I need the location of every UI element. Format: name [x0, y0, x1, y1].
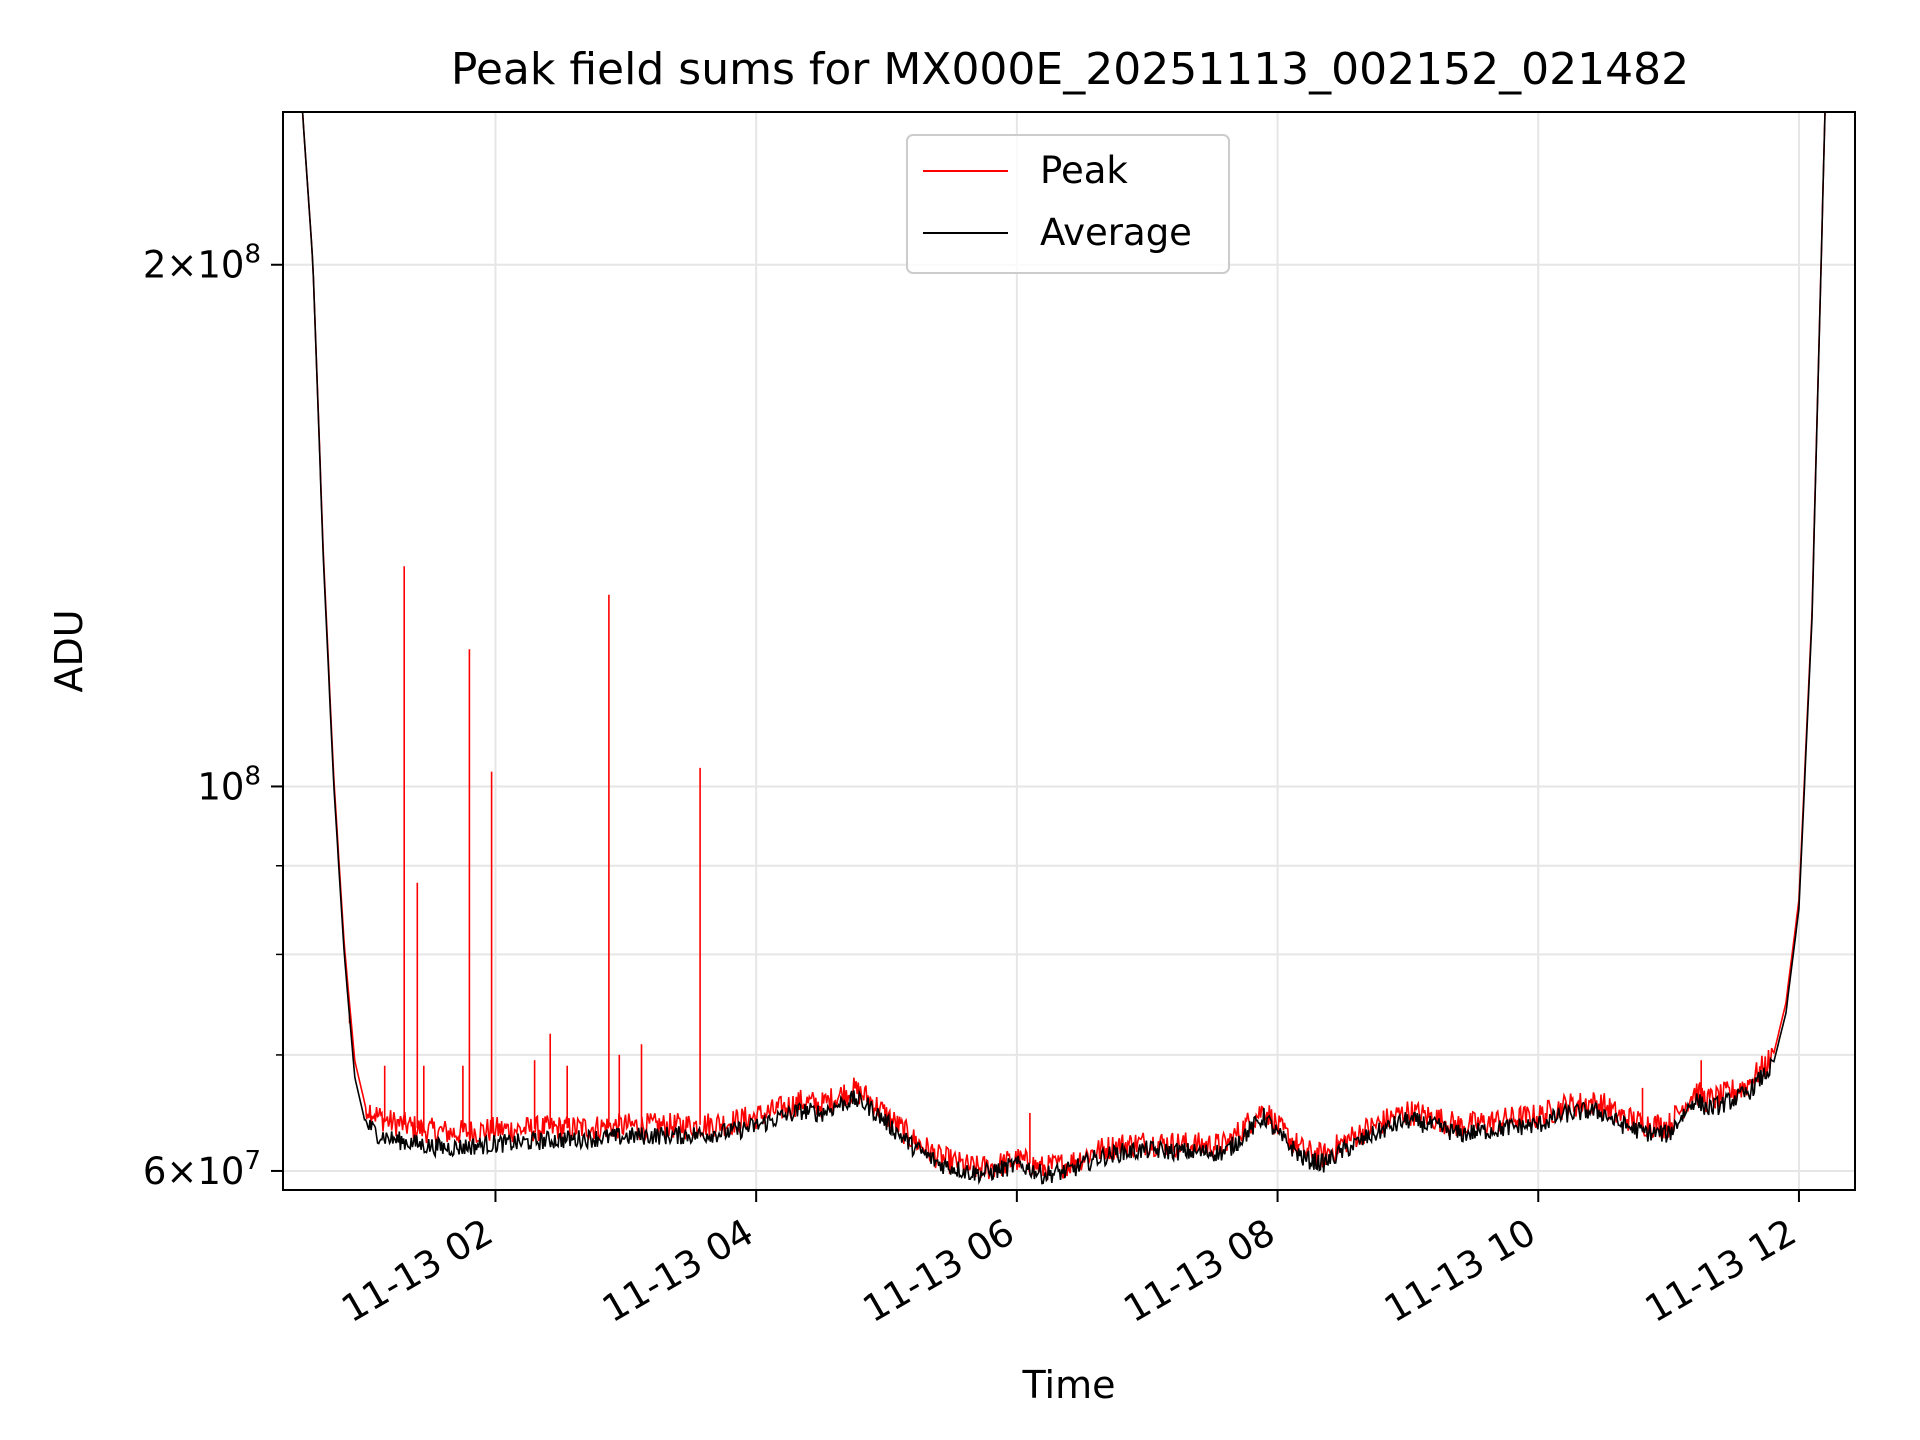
series-line-peak — [301, 112, 1826, 1181]
legend-box — [906, 134, 1230, 274]
y-tick-label: 108 — [197, 761, 261, 808]
legend-average-label: Average — [1040, 211, 1192, 254]
grid — [283, 112, 1855, 1190]
y-tick-label: 6×107 — [143, 1146, 261, 1193]
series-line-average — [301, 112, 1826, 1186]
legend: Peak Average — [906, 134, 1230, 274]
series-layer — [301, 112, 1826, 1186]
y-axis: 2×108 108 6×107 — [143, 240, 283, 1193]
y-axis-label: ADU — [47, 609, 91, 692]
plot-frame — [282, 111, 1856, 1191]
legend-peak-label: Peak — [1040, 149, 1128, 192]
chart-title: Peak field sums for MX000E_20251113_0021… — [451, 44, 1689, 95]
x-axis-label: Time — [1022, 1363, 1116, 1407]
y-tick-label: 2×108 — [143, 240, 261, 287]
